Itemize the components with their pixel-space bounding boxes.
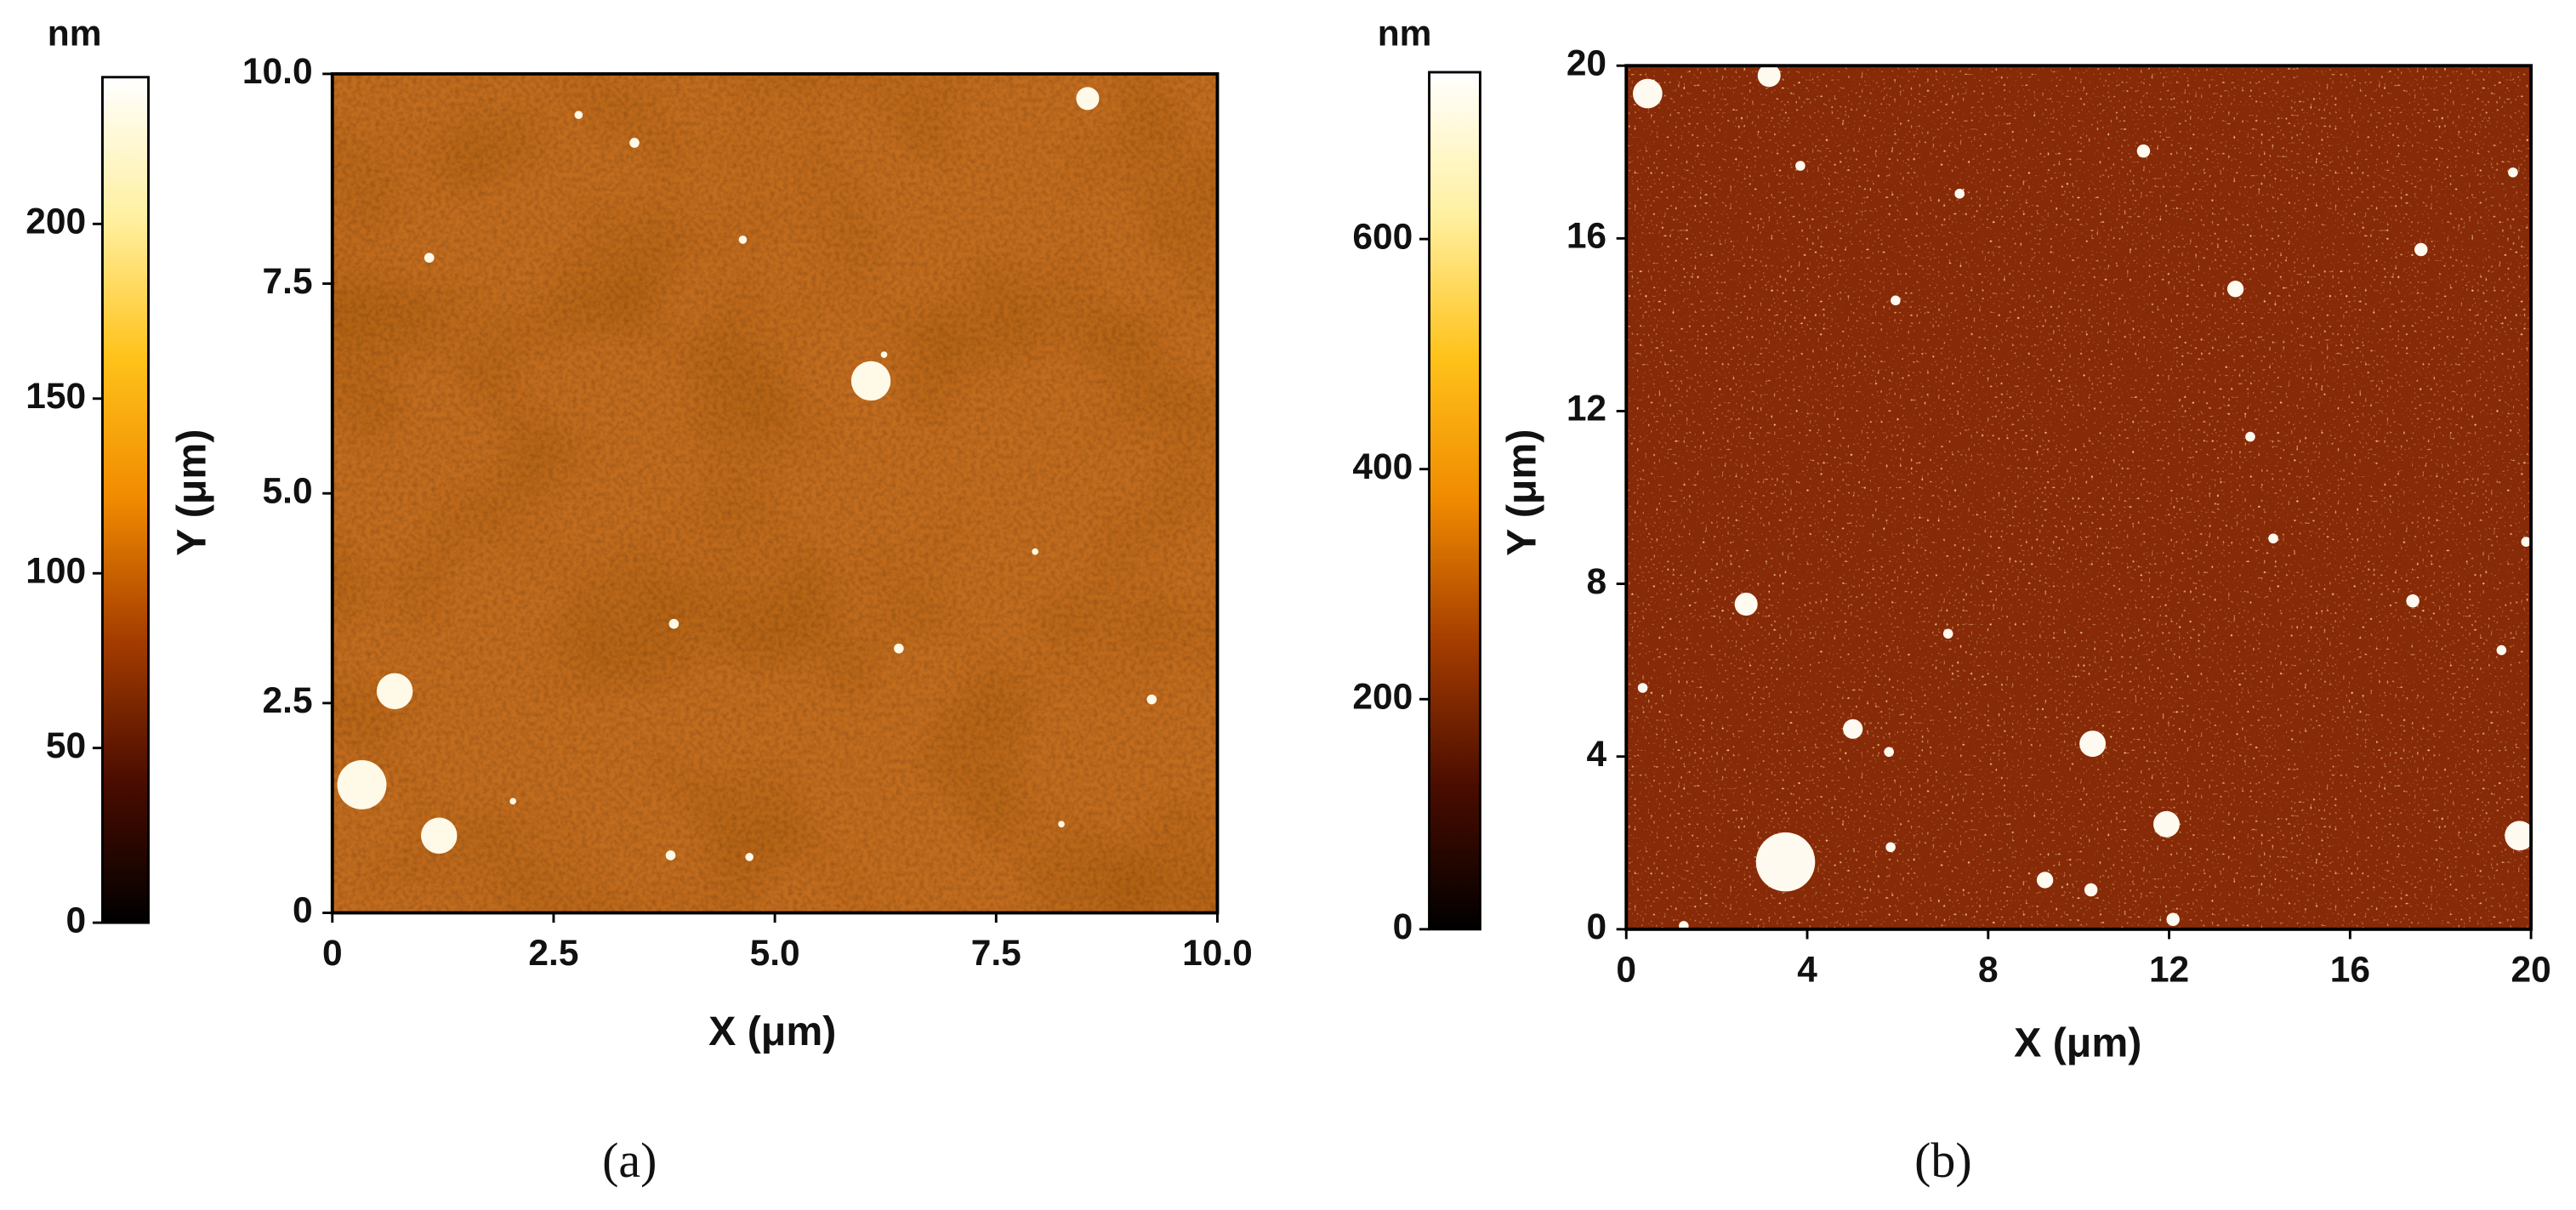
y-tick-label: 10.0 (242, 51, 313, 91)
colorbar-label: nm (48, 14, 102, 54)
x-tick-label: 0 (322, 933, 343, 973)
x-tick-label: 20 (2511, 949, 2550, 989)
y-tick-label: 16 (1567, 216, 1606, 256)
y-axis-label: Y (μm) (1498, 429, 1544, 556)
colorbar-tick-label: 0 (1393, 906, 1413, 946)
colorbar-tick-label: 0 (66, 900, 87, 940)
x-tick-label: 5.0 (750, 933, 800, 973)
y-tick-label: 20 (1567, 43, 1606, 82)
y-tick-label: 0 (293, 890, 313, 930)
colorbar (1428, 71, 1481, 931)
y-tick-label: 2.5 (263, 680, 313, 720)
y-tick-label: 0 (1586, 906, 1606, 946)
plot-frame (1624, 64, 2533, 931)
colorbar-tick-label: 100 (26, 550, 86, 590)
texture (1626, 65, 2532, 929)
x-tick-label: 8 (1978, 949, 1999, 989)
x-tick-label: 12 (2149, 949, 2189, 989)
x-tick-label: 10.0 (1182, 933, 1253, 973)
y-tick-label: 8 (1586, 561, 1606, 601)
y-tick-label: 12 (1567, 389, 1606, 429)
x-tick-label: 16 (2330, 949, 2370, 989)
x-tick-label: 4 (1797, 949, 1817, 989)
particles-a (337, 87, 1157, 861)
x-axis-label: X (μm) (708, 1008, 836, 1054)
y-axis-label: Y (μm) (168, 429, 214, 556)
texture (332, 73, 1218, 913)
colorbar-tick-label: 200 (26, 202, 86, 241)
colorbar-tick-label: 50 (46, 725, 86, 765)
colorbar-label: nm (1378, 14, 1432, 54)
x-tick-label: 2.5 (528, 933, 578, 973)
panel-caption: (b) (1914, 1133, 1972, 1188)
y-tick-label: 7.5 (263, 261, 313, 301)
x-tick-label: 0 (1616, 949, 1636, 989)
colorbar-tick-label: 200 (1352, 676, 1413, 716)
y-tick-label: 4 (1586, 734, 1606, 774)
particles-b (1632, 64, 2534, 931)
x-axis-label: X (μm) (2014, 1020, 2141, 1066)
panel-caption: (a) (602, 1133, 657, 1188)
image-layer (332, 65, 2532, 929)
colorbar (101, 76, 150, 924)
colorbar-tick-label: 400 (1352, 446, 1413, 486)
x-tick-label: 7.5 (971, 933, 1021, 973)
colorbar-tick-label: 150 (26, 376, 86, 416)
colorbar-tick-label: 600 (1352, 216, 1413, 256)
y-tick-label: 5.0 (263, 470, 313, 510)
